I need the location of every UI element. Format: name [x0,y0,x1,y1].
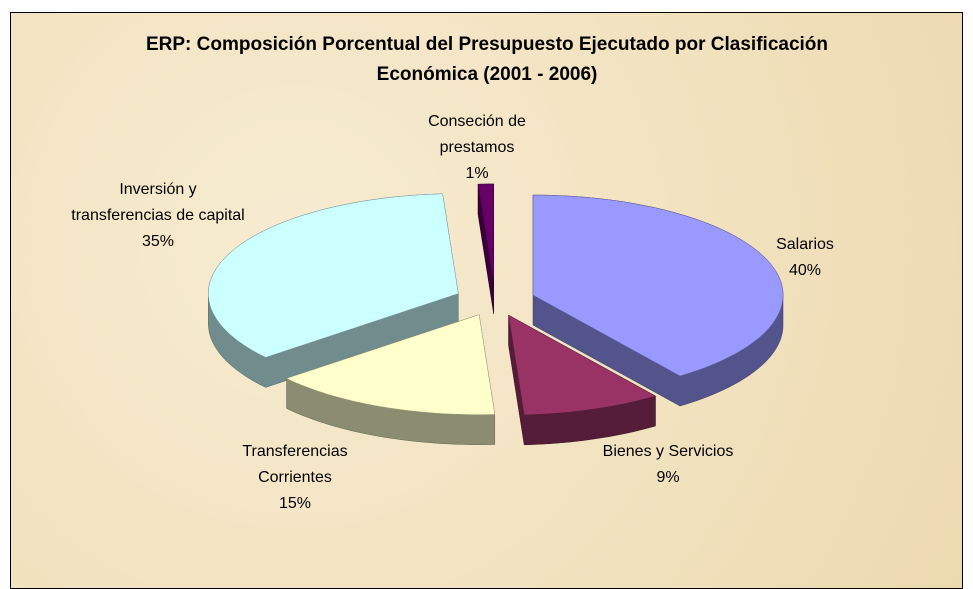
pie-slice [508,314,657,416]
pie-slice [532,194,784,377]
pie-slice [208,193,459,358]
slice-label: Transferencias Corrientes [242,443,348,486]
slice-label: Bienes y Servicios [602,443,734,460]
pie-slice [285,314,496,415]
slice-value-label: 40% [788,262,822,279]
pie-slice [477,183,494,285]
chart-title: ERP: Composición Porcentual del Presupue… [145,34,829,85]
slice-value-label: 15% [278,495,312,512]
slice-label: Conseción de prestamos [428,113,526,156]
slice-label: Salarios [776,236,834,253]
slice-value-label: 9% [656,469,680,486]
slice-value-label: 1% [465,165,489,182]
slice-value-label: 35% [141,233,175,250]
slice-label: Inversión y transferencias de capital [71,181,245,224]
chart-area [10,12,963,589]
